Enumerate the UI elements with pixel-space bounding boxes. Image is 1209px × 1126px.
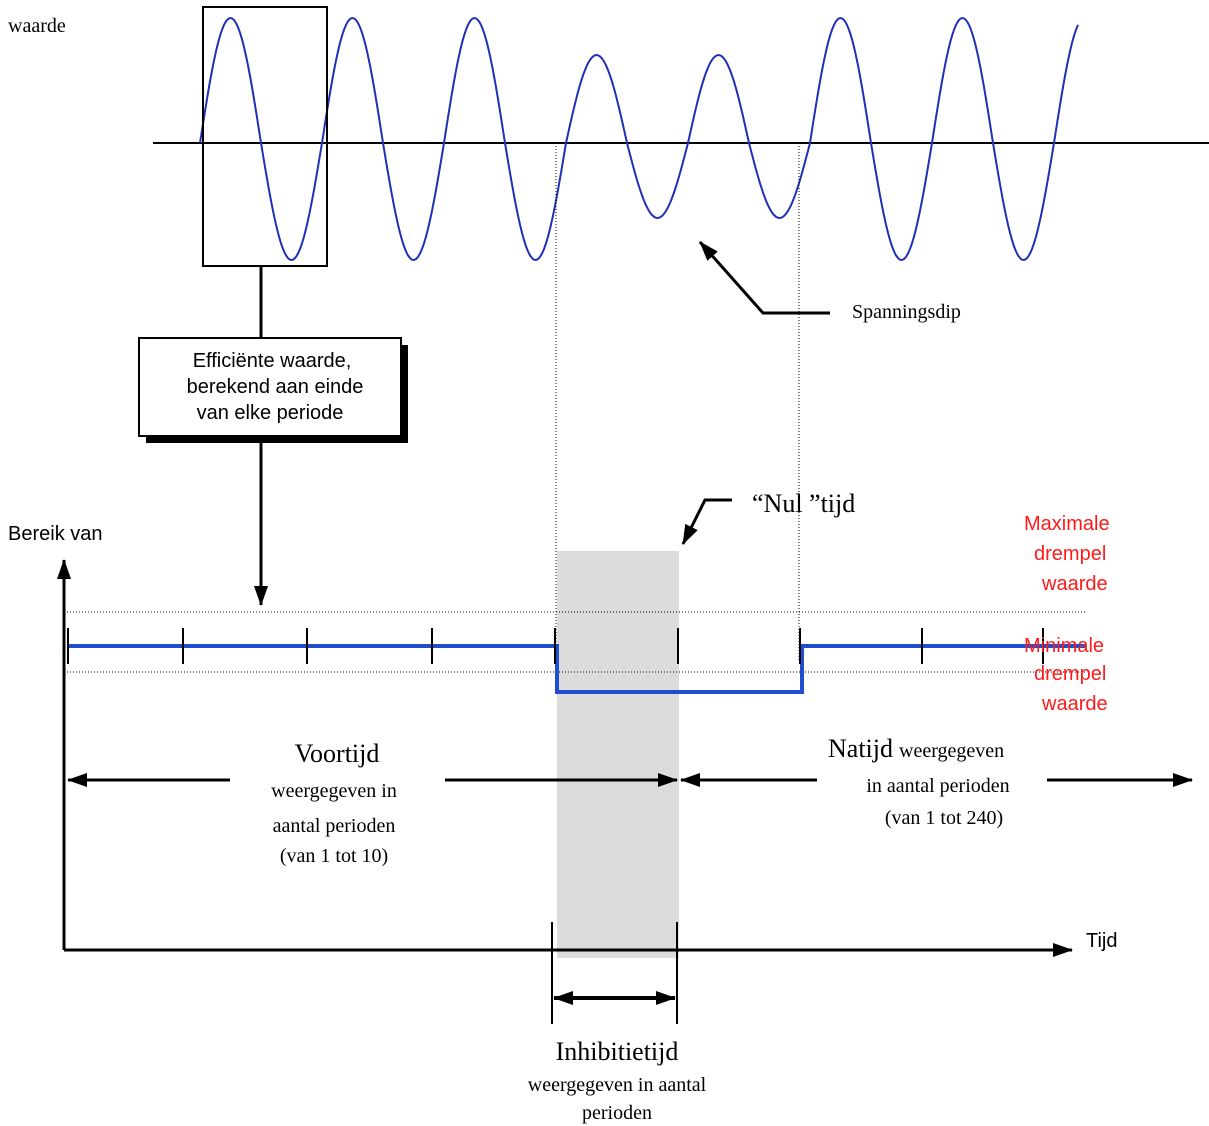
zero-time-arrow: [681, 498, 732, 545]
min-threshold-label-2: drempel: [1034, 663, 1106, 685]
period-ticks: [67, 628, 1044, 664]
post-time-title-suffix: weergegeven: [899, 740, 1004, 762]
inhibit-line-1: weergegeven in aantal: [528, 1074, 707, 1096]
zero-time-label: “Nul ”tijd: [752, 489, 855, 518]
post-time-title: Natijd weergegeven: [828, 734, 1004, 763]
max-threshold-label-3: waarde: [1041, 573, 1108, 595]
voltage-waveform: [199, 16, 1079, 262]
inhibit-line-2: perioden: [582, 1102, 652, 1124]
value-label: waarde: [8, 15, 66, 37]
time-axis-label: Tijd: [1086, 930, 1117, 952]
post-time-line-1: in aantal perioden: [866, 775, 1009, 797]
min-threshold-label-1: Minimale: [1024, 635, 1104, 657]
rms-level-trace: [68, 644, 1085, 694]
pre-time-line-2: aantal perioden: [273, 815, 396, 837]
max-threshold-label-1: Maximale: [1024, 513, 1110, 535]
range-label: Bereik van: [8, 523, 103, 545]
period-selection-box: [202, 6, 328, 267]
pre-time-title: Voortijd: [295, 739, 380, 768]
pre-time-line-3: (van 1 tot 10): [280, 845, 388, 867]
post-time-title-main: Natijd: [828, 734, 893, 763]
pre-time-line-1: weergegeven in: [271, 780, 397, 802]
callout-box: [138, 337, 402, 437]
dip-arrow: [698, 241, 830, 315]
zero-time-band: [557, 551, 679, 958]
callout-line-3: van elke periode: [197, 402, 344, 424]
dip-label: Spanningsdip: [852, 301, 961, 323]
post-time-line-2: (van 1 tot 240): [885, 807, 1003, 829]
callout-line-1: Efficiënte waarde,: [193, 350, 352, 372]
max-threshold-label-2: drempel: [1034, 543, 1106, 565]
callout-line-2: berekend aan einde: [187, 376, 364, 398]
inhibit-title: Inhibitietijd: [556, 1037, 679, 1066]
min-threshold-label-3: waarde: [1041, 693, 1108, 715]
